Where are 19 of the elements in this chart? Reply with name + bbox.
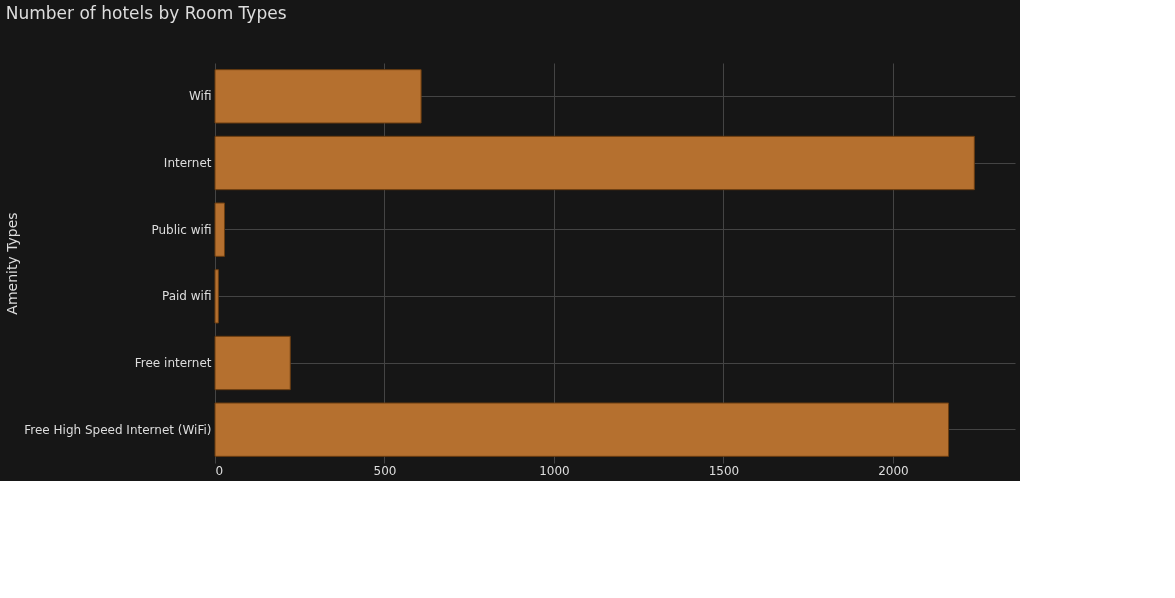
bar	[214, 335, 291, 391]
bar	[214, 202, 225, 257]
x-tick-label: 1000	[539, 463, 570, 478]
y-tick-label: Free internet	[134, 356, 212, 370]
y-tick-label: Public wifi	[151, 222, 212, 237]
x-tick-label: 0	[215, 463, 224, 478]
x-tick-label: 2000	[878, 463, 909, 478]
bar	[214, 69, 422, 124]
bar	[214, 402, 950, 457]
y-tick-label: Internet	[163, 156, 212, 170]
x-tick-label: 1500	[708, 463, 740, 478]
y-tick-label: Wifi	[189, 89, 212, 104]
y-axis-title: Amenity Types	[4, 212, 21, 315]
y-tick-label: Free High Speed Internet (WiFi)	[24, 422, 212, 437]
chart-title: Number of hotels by Room Types	[5, 3, 287, 23]
bar	[214, 269, 219, 324]
bar	[214, 135, 975, 191]
x-tick-label: 500	[373, 463, 397, 478]
y-tick-label: Paid wifi	[161, 289, 212, 304]
